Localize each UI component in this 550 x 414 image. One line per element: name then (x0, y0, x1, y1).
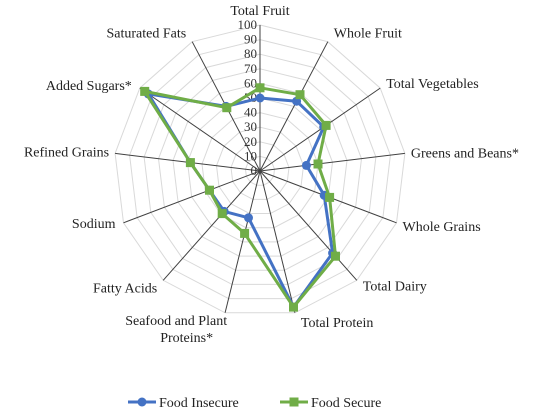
axis-label-4: Whole Grains (403, 220, 481, 235)
tick-label-70: 70 (244, 61, 257, 76)
series-1-point-1 (295, 90, 305, 100)
grid-ring-30 (215, 126, 305, 214)
series-1-point-8 (217, 209, 227, 219)
grid-ring-70 (157, 68, 363, 271)
series-1-point-10 (185, 158, 195, 168)
grid-ring-10 (244, 155, 276, 186)
series-0-point-0 (255, 93, 265, 103)
tick-label-40: 40 (244, 105, 257, 120)
series-1-point-2 (321, 120, 331, 130)
series-1-point-11 (140, 86, 150, 96)
legend-swatch-marker-1 (289, 397, 299, 407)
tick-label-0: 0 (251, 163, 258, 178)
axis-labels: Total Fruit Whole Fruit Total Vegetables Gr… (24, 4, 519, 346)
series-1-point-12 (222, 103, 232, 113)
series-line-1 (143, 86, 337, 309)
spoke-8 (162, 170, 261, 281)
series-1-point-0 (255, 83, 265, 93)
spoke-7 (224, 170, 261, 313)
axis-label-2: Total Vegetables (386, 77, 478, 92)
series-0-point-3 (301, 160, 311, 170)
spoke-11 (139, 87, 261, 172)
axis-label-8: Fatty Acids (93, 281, 157, 296)
legend-swatch-marker-0 (137, 397, 147, 407)
legend-label-0: Food Insecure (159, 396, 239, 411)
axis-label-7: Seafood and Plant Proteins* (125, 314, 227, 346)
axis-label-6: Total Protein (301, 316, 374, 331)
series-1-point-5 (331, 251, 340, 261)
series-1-point-4 (325, 192, 335, 202)
spoke-9 (123, 170, 261, 224)
spoke-6 (259, 170, 296, 313)
axis-label-5: Total Dairy (363, 279, 427, 294)
legend-item-1: Food Secure (280, 396, 381, 411)
tick-label-60: 60 (244, 75, 257, 90)
tick-label-90: 90 (244, 32, 257, 47)
legend-item-0: Food Insecure (128, 396, 239, 411)
axis-label-12: Saturated Fats (106, 27, 186, 42)
axis-label-11: Added Sugars* (46, 79, 132, 94)
series-layer (140, 83, 340, 312)
tick-label-30: 30 (244, 119, 257, 134)
axis-label-1: Whole Fruit (334, 27, 402, 42)
axis-label-9: Sodium (72, 217, 116, 232)
series-1-point-6 (289, 302, 298, 312)
axis-label-0: Total Fruit (230, 4, 289, 19)
spoke-1 (259, 41, 329, 172)
series-1-point-7 (240, 228, 250, 238)
grid-ring-40 (201, 112, 319, 229)
axis-label-3: Greens and Beans* (411, 146, 519, 161)
grid-ring-100 (114, 24, 406, 314)
series-1-point-3 (313, 159, 323, 169)
grid-ring-20 (230, 141, 290, 200)
tick-label-100: 100 (238, 17, 258, 32)
series-1-point-9 (205, 185, 214, 195)
legend-label-1: Food Secure (311, 396, 381, 411)
axis-label-10: Refined Grains (24, 145, 109, 160)
legend: Food Insecure Food Secure (128, 396, 381, 411)
radar-spokes (115, 25, 405, 313)
grid-ring-90 (129, 39, 391, 300)
series-0-point-7 (244, 213, 253, 223)
spoke-3 (259, 152, 405, 172)
tick-label-10: 10 (244, 148, 257, 163)
tick-label-20: 20 (244, 134, 257, 149)
series-1 (140, 83, 340, 312)
tick-label-80: 80 (244, 46, 257, 61)
spoke-5 (259, 170, 358, 281)
